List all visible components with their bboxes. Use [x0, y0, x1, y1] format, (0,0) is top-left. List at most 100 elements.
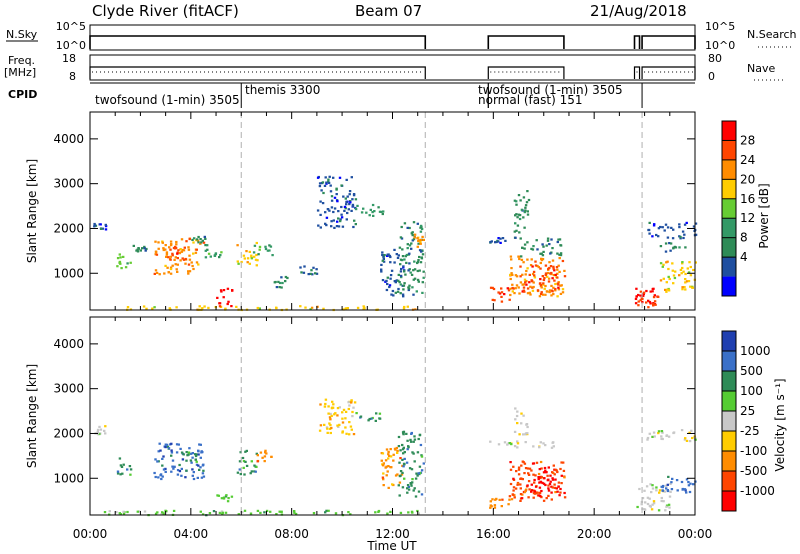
power-echo-cell — [171, 252, 174, 255]
power-colorbar-swatch-6 — [722, 237, 736, 258]
velocity-echo-cell — [560, 461, 563, 464]
velocity-echo-cell — [129, 473, 132, 476]
velocity-echo-cell — [241, 456, 245, 460]
velocity-echo-cell — [420, 493, 424, 496]
velocity-echo-cell — [126, 510, 129, 514]
velocity-echo-cell — [122, 463, 125, 466]
velocity-echo-cell — [422, 462, 425, 465]
power-echo-cell — [327, 181, 331, 184]
velocity-echo-cell — [238, 468, 241, 471]
power-echo-cell — [649, 290, 652, 293]
power-echo-cell — [248, 262, 251, 265]
power-echo-cell — [653, 300, 657, 303]
power-echo-region-18 — [489, 237, 507, 244]
velocity-echo-cell — [212, 510, 216, 513]
velocity-echo-cell — [664, 509, 667, 512]
velocity-echo-cell — [201, 472, 205, 475]
power-echo-cell — [523, 226, 526, 229]
velocity-echo-cell — [554, 491, 557, 494]
power-echo-cell — [372, 214, 375, 217]
velocity-echo-cell — [530, 489, 534, 492]
power-echo-cell — [554, 287, 557, 291]
power-echo-cell — [302, 271, 306, 274]
power-echo-cell — [191, 264, 194, 268]
power-echo-cell — [342, 195, 345, 198]
velocity-echo-cell — [543, 466, 547, 470]
velocity-echo-cell — [557, 481, 561, 484]
velocity-echo-region-3 — [153, 442, 206, 481]
velocity-echo-cell — [675, 479, 679, 482]
power-echo-cell — [500, 287, 503, 290]
power-echo-cell — [672, 282, 675, 285]
power-echo-cell — [401, 255, 405, 258]
velocity-echo-cell — [396, 473, 399, 476]
velocity-echo-cell — [355, 412, 358, 415]
velocity-echo-cell — [220, 510, 224, 513]
velocity-echo-cell — [389, 466, 392, 469]
power-colorbar-swatch-5 — [722, 218, 736, 238]
power-echo-cell — [158, 273, 161, 276]
power-echo-cell — [184, 262, 187, 265]
power-echo-cell — [639, 294, 642, 297]
power-echo-cell — [362, 207, 365, 210]
power-echo-cell — [664, 250, 668, 253]
velocity-echo-cell — [557, 485, 560, 488]
velocity-echo-cell — [156, 460, 159, 463]
power-echo-cell — [99, 223, 102, 226]
power-echo-cell — [516, 216, 519, 219]
power-echo-cell — [219, 254, 222, 257]
velocity-echo-cell — [398, 461, 401, 464]
velocity-echo-cell — [651, 435, 654, 438]
power-echo-cell — [192, 241, 195, 244]
power-echo-region-1 — [93, 222, 108, 231]
power-echo-cell — [419, 240, 422, 244]
velocity-echo-cell — [338, 423, 341, 426]
power-echo-cell — [180, 250, 183, 253]
velocity-echo-cell — [387, 450, 390, 453]
power-echo-cell — [419, 224, 423, 227]
power-echo-cell — [659, 262, 663, 265]
power-echo-cell — [169, 240, 173, 243]
power-echo-cell — [668, 242, 671, 245]
power-echo-cell — [328, 209, 331, 212]
power-echo-cell — [536, 264, 539, 268]
freq-unit-label: [MHz] — [4, 66, 36, 79]
velocity-echo-cell — [216, 494, 219, 497]
power-echo-cell — [258, 307, 261, 310]
power-echo-cell — [493, 299, 496, 302]
power-echo-cell — [119, 256, 122, 259]
power-echo-cell — [539, 261, 542, 265]
power-echo-cell — [399, 263, 402, 266]
power-echo-region-27 — [647, 221, 698, 240]
power-echo-cell — [652, 304, 655, 307]
velocity-echo-cell — [194, 453, 197, 456]
velocity-echo-cell — [382, 464, 385, 467]
power-echo-cell — [532, 245, 535, 248]
power-echo-cell — [319, 213, 322, 216]
power-echo-cell — [509, 255, 513, 258]
power-echo-cell — [516, 224, 520, 227]
velocity-echo-cell — [661, 486, 664, 489]
power-echo-cell — [648, 221, 651, 224]
velocity-echo-cell — [412, 489, 415, 492]
power-echo-cell — [143, 247, 146, 250]
velocity-echo-cell — [348, 404, 351, 407]
power-echo-cell — [515, 203, 518, 206]
power-echo-cell — [561, 259, 565, 263]
power-echo-region-17 — [413, 233, 425, 248]
power-echo-cell — [322, 191, 325, 195]
power-echo-cell — [373, 210, 376, 213]
velocity-echo-cell — [351, 415, 354, 418]
power-echo-cell — [197, 235, 200, 239]
power-echo-cell — [421, 281, 424, 284]
velocity-echo-cell — [103, 511, 107, 514]
power-echo-cell — [399, 258, 403, 261]
velocity-echo-cell — [98, 432, 101, 436]
power-echo-cell — [201, 239, 204, 242]
power-echo-cell — [508, 298, 511, 301]
power-echo-cell — [381, 251, 384, 254]
power-echo-cell — [284, 275, 288, 279]
velocity-echo-cell — [319, 424, 323, 427]
power-echo-cell — [144, 249, 147, 252]
velocity-echo-cell — [534, 485, 538, 488]
